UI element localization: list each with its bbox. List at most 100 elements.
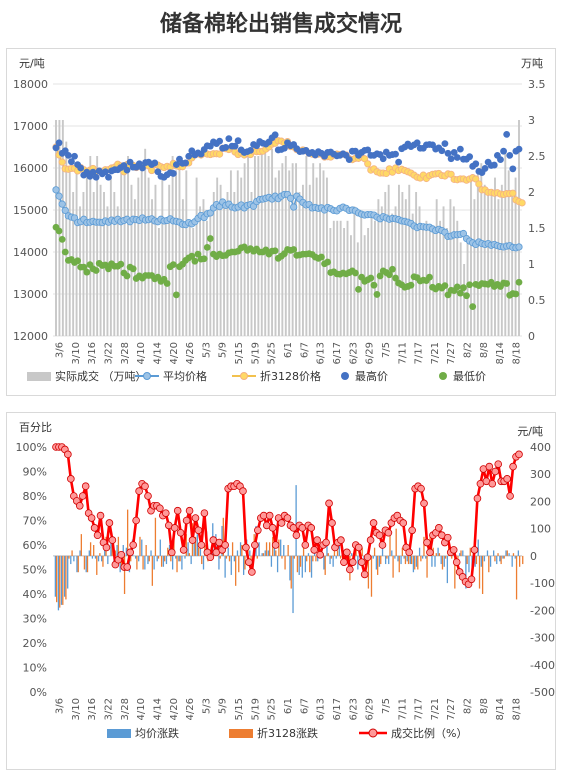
change3128-bar <box>201 555 203 565</box>
x-tick-label: 5/25 <box>267 698 278 720</box>
volume-bar <box>188 220 191 336</box>
y-left-tick: 100% <box>16 441 47 454</box>
max-price-point <box>472 160 480 168</box>
volume-bar <box>281 163 284 336</box>
y-left-tick: 40% <box>23 588 47 601</box>
change3128-bar <box>256 555 258 559</box>
avg-change-bar <box>375 555 378 570</box>
deal-ratio-point <box>470 546 479 554</box>
x-tick-label: 6/7 <box>299 698 310 714</box>
avg-change-bar <box>412 555 415 573</box>
x-tick-label: 7/21 <box>430 698 441 720</box>
max-price-point <box>234 137 242 145</box>
avg-change-bar <box>493 550 495 556</box>
change3128-bar <box>231 542 234 556</box>
avg-change-bar <box>181 555 183 570</box>
volume-bar <box>439 220 442 336</box>
max-price-point <box>345 156 353 163</box>
min-price-point <box>188 252 196 260</box>
volume-bar <box>470 177 472 336</box>
avg-change-bar <box>307 553 310 556</box>
volume-bar <box>199 206 201 336</box>
volume-bar <box>398 184 400 336</box>
avg-change-bar <box>67 555 69 589</box>
deal-ratio-point <box>408 526 416 535</box>
change3128-bar <box>361 547 363 556</box>
volume-bar <box>339 220 342 336</box>
change3128-bar <box>423 536 425 556</box>
volume-bar <box>511 192 514 336</box>
avg-change-bar <box>483 555 486 562</box>
y-right-tick: 3 <box>528 114 535 127</box>
avg-change-bar <box>79 550 81 556</box>
deal-ratio-point <box>173 506 182 515</box>
volume-bar <box>92 192 95 336</box>
deal-ratio-point <box>488 479 497 488</box>
change3128-bar <box>99 553 101 556</box>
x-tick-label: 8/8 <box>479 698 490 714</box>
deal-ratio-point <box>242 543 250 552</box>
avg-change-bar <box>76 555 78 573</box>
avg-change-bar <box>184 555 186 559</box>
change3128-bar <box>395 528 397 556</box>
deal-ratio-point <box>369 519 378 527</box>
max-price-point <box>105 173 112 181</box>
avg-change-bar <box>391 550 393 556</box>
min-price-point <box>515 278 523 286</box>
change3128-bar <box>83 555 86 570</box>
x-tick-label: 4/20 <box>169 342 180 364</box>
deal-ratio-point <box>75 502 84 510</box>
change3128-bar <box>241 545 243 556</box>
avg-change-bar <box>239 542 242 556</box>
avg-change-bar <box>400 555 402 565</box>
volume-bar <box>171 156 174 336</box>
x-tick-label: 5/3 <box>201 698 212 714</box>
change3128-bar <box>500 555 502 565</box>
avg-change-bar <box>437 547 439 556</box>
volume-bar <box>415 192 418 336</box>
y-right-tick: -400 <box>530 659 555 672</box>
deal-ratio-point <box>96 511 105 520</box>
change3128-bar <box>324 555 326 575</box>
x-tick-label: 7/27 <box>446 342 457 364</box>
avg-change-bar <box>141 539 143 556</box>
volume-bar <box>109 177 112 336</box>
volume-bar <box>308 184 311 336</box>
avg-change-bar <box>418 547 421 556</box>
change3128-bar <box>386 555 388 559</box>
max-price-point <box>481 165 489 172</box>
deal-ratio-point <box>467 575 476 584</box>
volume-bar <box>144 148 147 336</box>
volume-bar <box>175 170 177 336</box>
avg-change-bar <box>224 555 226 578</box>
volume-bar <box>260 148 263 336</box>
volume-bar <box>312 163 315 336</box>
max-price-point <box>281 144 288 152</box>
deal-ratio-point <box>93 531 102 539</box>
deal-ratio-point <box>494 460 503 468</box>
volume-bar <box>257 156 260 336</box>
volume-bar <box>384 192 387 336</box>
avg-change-bar <box>443 555 445 567</box>
change3128-bar <box>512 553 515 556</box>
change3128-bar <box>197 547 200 556</box>
max-price-point <box>490 161 498 169</box>
volume-bar <box>247 156 250 336</box>
change3128-bar <box>222 517 224 556</box>
max-price-point <box>395 158 403 166</box>
avg-change-bar <box>119 555 121 573</box>
deal-ratio-point <box>87 514 96 522</box>
volume-bar <box>298 192 301 336</box>
deal-ratio-point <box>360 570 369 579</box>
max-price-point <box>77 164 85 172</box>
min-price-point <box>80 263 88 271</box>
deal-ratio-point <box>271 541 280 549</box>
volume-bar <box>65 141 68 336</box>
change3128-bar <box>414 555 416 570</box>
volume-bar <box>456 220 459 336</box>
avg-change-bar <box>156 555 158 562</box>
avg-change-bar <box>406 555 408 562</box>
volume-bar <box>377 199 380 336</box>
avg-change-bar <box>178 555 180 562</box>
y-left-tick: 20% <box>23 637 47 650</box>
